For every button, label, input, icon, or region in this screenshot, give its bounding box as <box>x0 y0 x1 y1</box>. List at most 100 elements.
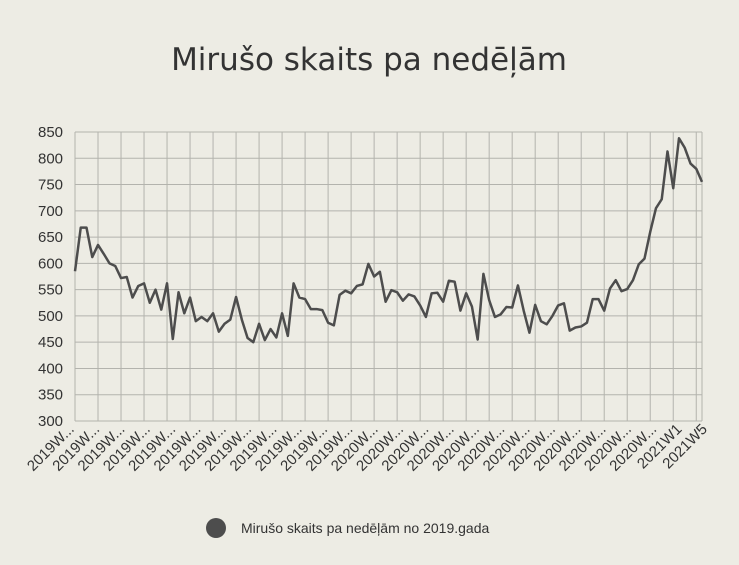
data-point[interactable] <box>383 299 388 304</box>
data-point[interactable] <box>590 297 595 302</box>
data-point[interactable] <box>73 269 78 274</box>
data-point[interactable] <box>515 283 520 288</box>
data-point[interactable] <box>337 292 342 297</box>
data-point[interactable] <box>573 325 578 330</box>
data-point[interactable] <box>377 269 382 274</box>
data-point[interactable] <box>193 319 198 324</box>
data-point[interactable] <box>130 295 135 300</box>
data-point[interactable] <box>349 291 354 296</box>
data-point[interactable] <box>504 304 509 309</box>
data-point[interactable] <box>458 308 463 313</box>
data-point[interactable] <box>533 302 538 307</box>
data-point[interactable] <box>412 294 417 299</box>
legend[interactable]: Mirušo skaits pa nedēļām no 2019.gada <box>206 518 489 538</box>
data-point[interactable] <box>567 328 572 333</box>
data-point[interactable] <box>682 145 687 150</box>
data-point[interactable] <box>619 289 624 294</box>
data-point[interactable] <box>659 197 664 202</box>
data-point[interactable] <box>142 281 147 286</box>
data-point[interactable] <box>694 166 699 171</box>
data-point[interactable] <box>607 286 612 291</box>
data-point[interactable] <box>170 337 175 342</box>
data-point[interactable] <box>153 287 158 292</box>
data-point[interactable] <box>308 307 313 312</box>
data-point[interactable] <box>452 279 457 284</box>
data-point[interactable] <box>642 256 647 261</box>
data-point[interactable] <box>395 290 400 295</box>
data-point[interactable] <box>464 291 469 296</box>
data-point[interactable] <box>101 251 106 256</box>
data-point[interactable] <box>625 287 630 292</box>
data-point[interactable] <box>314 307 319 312</box>
data-point[interactable] <box>257 321 262 326</box>
data-point[interactable] <box>688 161 693 166</box>
data-point[interactable] <box>423 314 428 319</box>
data-point[interactable] <box>285 333 290 338</box>
data-point[interactable] <box>469 304 474 309</box>
data-point[interactable] <box>354 283 359 288</box>
data-point[interactable] <box>113 263 118 268</box>
data-point[interactable] <box>331 323 336 328</box>
data-point[interactable] <box>653 206 658 211</box>
data-point[interactable] <box>234 294 239 299</box>
data-point[interactable] <box>159 307 164 312</box>
data-point[interactable] <box>188 295 193 300</box>
data-point[interactable] <box>636 262 641 267</box>
data-point[interactable] <box>274 335 279 340</box>
data-point[interactable] <box>492 314 497 319</box>
data-point[interactable] <box>527 330 532 335</box>
data-point[interactable] <box>176 290 181 295</box>
data-point[interactable] <box>84 225 89 230</box>
data-point[interactable] <box>602 308 607 313</box>
data-point[interactable] <box>96 242 101 247</box>
data-point[interactable] <box>124 275 129 280</box>
data-point[interactable] <box>556 303 561 308</box>
data-point[interactable] <box>498 312 503 317</box>
data-point[interactable] <box>216 329 221 334</box>
data-point[interactable] <box>372 274 377 279</box>
data-point[interactable] <box>700 179 705 184</box>
data-point[interactable] <box>222 321 227 326</box>
data-point[interactable] <box>366 261 371 266</box>
data-point[interactable] <box>648 229 653 234</box>
data-point[interactable] <box>389 288 394 293</box>
data-point[interactable] <box>487 298 492 303</box>
data-point[interactable] <box>90 255 95 260</box>
data-point[interactable] <box>435 290 440 295</box>
data-point[interactable] <box>326 320 331 325</box>
data-point[interactable] <box>400 298 405 303</box>
data-point[interactable] <box>251 340 256 345</box>
data-point[interactable] <box>119 276 124 281</box>
data-point[interactable] <box>280 311 285 316</box>
data-point[interactable] <box>596 297 601 302</box>
data-point[interactable] <box>320 308 325 313</box>
data-point[interactable] <box>475 337 480 342</box>
data-point[interactable] <box>665 149 670 154</box>
data-point[interactable] <box>268 327 273 332</box>
data-point[interactable] <box>544 322 549 327</box>
data-point[interactable] <box>521 308 526 313</box>
data-point[interactable] <box>291 281 296 286</box>
data-point[interactable] <box>303 297 308 302</box>
data-point[interactable] <box>406 292 411 297</box>
data-point[interactable] <box>360 282 365 287</box>
data-point[interactable] <box>550 313 555 318</box>
data-point[interactable] <box>429 291 434 296</box>
data-point[interactable] <box>584 320 589 325</box>
data-point[interactable] <box>561 301 566 306</box>
data-point[interactable] <box>262 338 267 343</box>
data-point[interactable] <box>538 319 543 324</box>
data-point[interactable] <box>343 288 348 293</box>
data-point[interactable] <box>418 303 423 308</box>
data-point[interactable] <box>199 314 204 319</box>
data-point[interactable] <box>107 261 112 266</box>
data-point[interactable] <box>147 300 152 305</box>
data-point[interactable] <box>245 335 250 340</box>
data-point[interactable] <box>630 278 635 283</box>
data-point[interactable] <box>613 278 618 283</box>
data-point[interactable] <box>239 317 244 322</box>
data-point[interactable] <box>211 311 216 316</box>
data-point[interactable] <box>446 278 451 283</box>
data-point[interactable] <box>228 317 233 322</box>
data-point[interactable] <box>510 305 515 310</box>
